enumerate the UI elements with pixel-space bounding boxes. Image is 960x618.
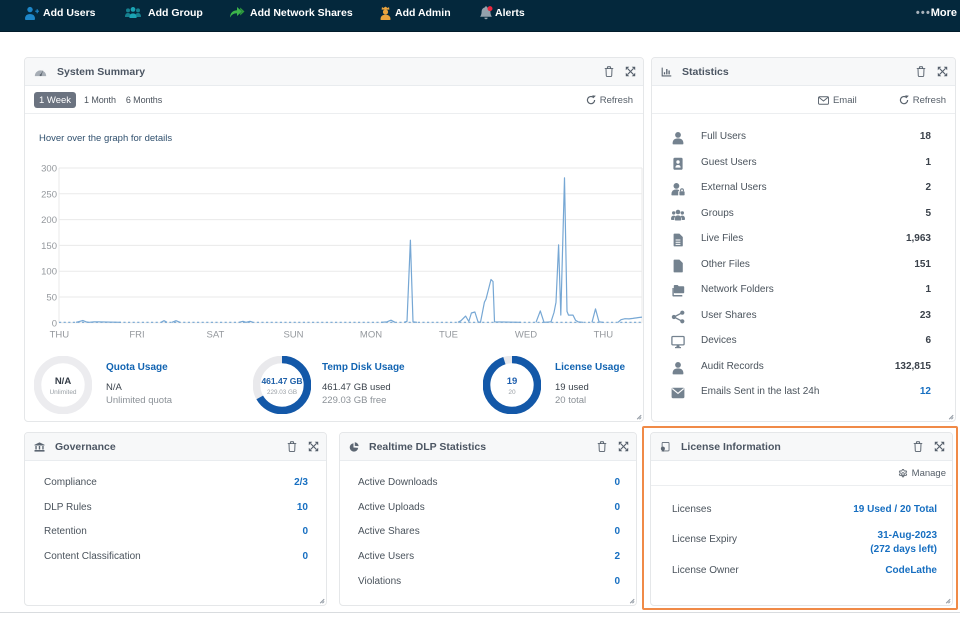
svg-text:19: 19 — [507, 376, 518, 387]
svg-text:WED: WED — [515, 330, 537, 341]
svg-text:MON: MON — [360, 330, 382, 341]
svg-text:250: 250 — [41, 189, 57, 200]
svg-text:SAT: SAT — [207, 330, 225, 341]
svg-text:300: 300 — [41, 164, 57, 175]
svg-text:461.47 GB: 461.47 GB — [261, 376, 302, 386]
svg-text:N/A: N/A — [55, 376, 72, 387]
svg-text:100: 100 — [41, 267, 57, 278]
svg-text:50: 50 — [46, 293, 57, 304]
svg-text:FRI: FRI — [129, 330, 144, 341]
svg-text:150: 150 — [41, 241, 57, 252]
svg-text:TUE: TUE — [439, 330, 458, 341]
svg-text:Unlimited: Unlimited — [49, 389, 76, 396]
svg-text:229.03 GB: 229.03 GB — [267, 389, 297, 396]
svg-text:THU: THU — [50, 330, 70, 341]
svg-text:20: 20 — [508, 389, 516, 396]
svg-text:0: 0 — [52, 318, 57, 329]
svg-text:200: 200 — [41, 215, 57, 226]
svg-text:THU: THU — [594, 330, 614, 341]
svg-text:SUN: SUN — [283, 330, 303, 341]
